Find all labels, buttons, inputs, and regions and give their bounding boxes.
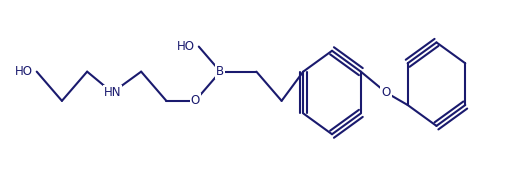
Text: HO: HO <box>177 40 195 53</box>
Text: O: O <box>190 94 200 107</box>
Text: HO: HO <box>15 65 33 78</box>
Text: O: O <box>382 86 391 99</box>
Text: HN: HN <box>103 86 121 99</box>
Text: B: B <box>216 65 225 78</box>
